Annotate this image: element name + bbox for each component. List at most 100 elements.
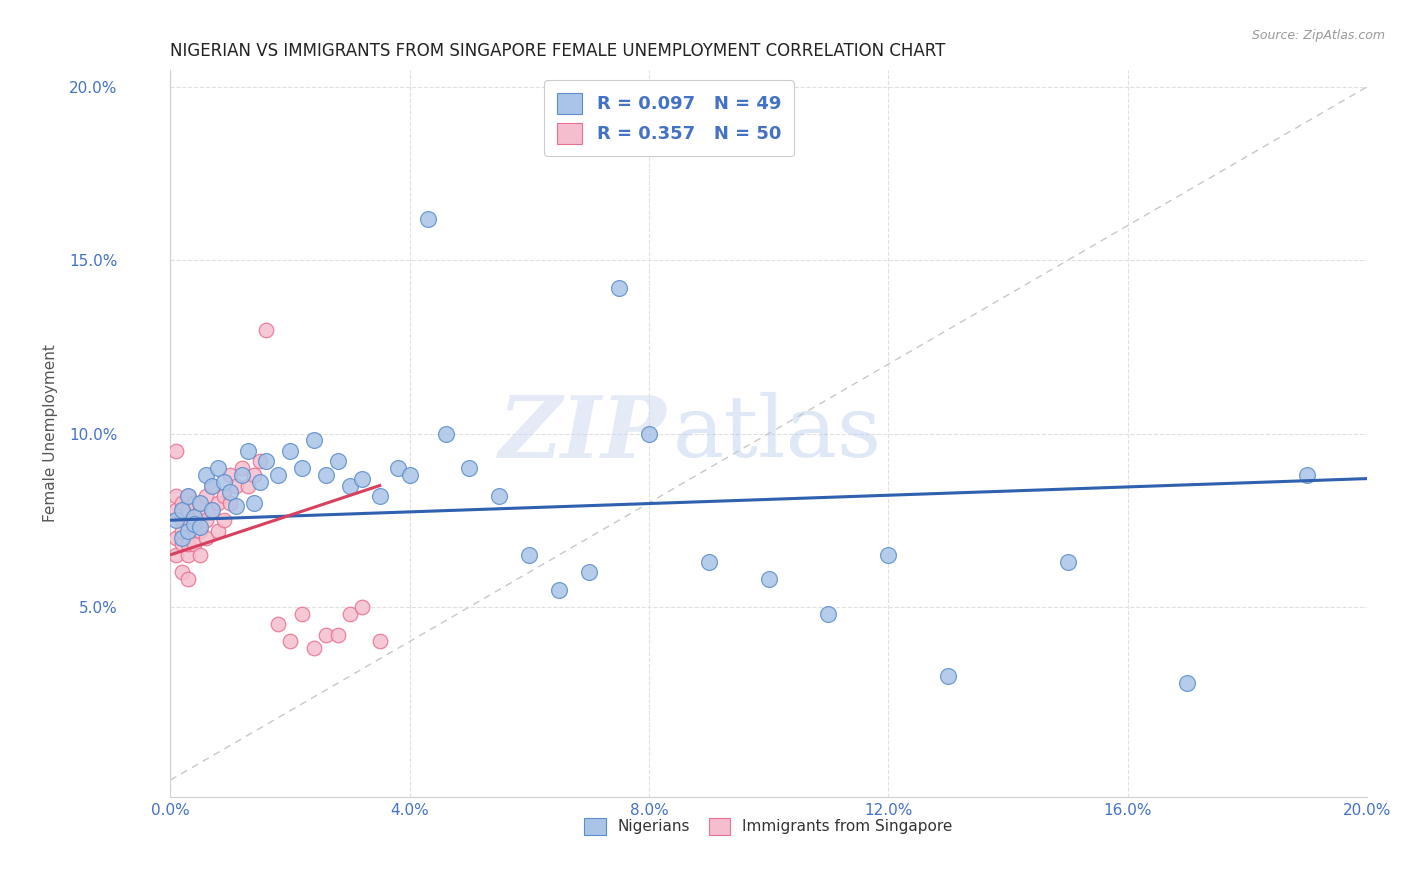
Point bbox=[177, 537, 200, 551]
Point bbox=[195, 513, 218, 527]
Point bbox=[207, 461, 229, 475]
Point bbox=[387, 461, 409, 475]
Point bbox=[350, 472, 373, 486]
Point bbox=[1296, 468, 1319, 483]
Point bbox=[638, 426, 661, 441]
Point bbox=[817, 607, 839, 621]
Point bbox=[165, 531, 187, 545]
Legend: Nigerians, Immigrants from Singapore: Nigerians, Immigrants from Singapore bbox=[575, 808, 962, 845]
Text: Source: ZipAtlas.com: Source: ZipAtlas.com bbox=[1251, 29, 1385, 42]
Point bbox=[548, 582, 571, 597]
Text: NIGERIAN VS IMMIGRANTS FROM SINGAPORE FEMALE UNEMPLOYMENT CORRELATION CHART: NIGERIAN VS IMMIGRANTS FROM SINGAPORE FE… bbox=[170, 42, 946, 60]
Point bbox=[315, 627, 337, 641]
Point bbox=[183, 496, 205, 510]
Point bbox=[225, 478, 247, 492]
Point bbox=[302, 641, 325, 656]
Point bbox=[207, 524, 229, 538]
Point bbox=[177, 489, 200, 503]
Point bbox=[254, 322, 277, 336]
Point bbox=[278, 634, 301, 648]
Point bbox=[177, 572, 200, 586]
Y-axis label: Female Unemployment: Female Unemployment bbox=[44, 344, 58, 523]
Point bbox=[212, 489, 235, 503]
Point bbox=[188, 496, 211, 510]
Point bbox=[368, 634, 391, 648]
Point bbox=[302, 434, 325, 448]
Point bbox=[315, 468, 337, 483]
Point bbox=[172, 565, 194, 579]
Point bbox=[254, 454, 277, 468]
Point bbox=[188, 548, 211, 562]
Point bbox=[188, 496, 211, 510]
Point bbox=[201, 478, 224, 492]
Point bbox=[877, 548, 900, 562]
Point bbox=[758, 572, 780, 586]
Point bbox=[607, 281, 630, 295]
Point bbox=[183, 537, 205, 551]
Point bbox=[458, 461, 481, 475]
Point bbox=[291, 461, 314, 475]
Point bbox=[212, 475, 235, 489]
Point bbox=[339, 478, 361, 492]
Point bbox=[236, 443, 259, 458]
Point bbox=[172, 503, 194, 517]
Point bbox=[172, 531, 194, 545]
Point bbox=[231, 461, 253, 475]
Point bbox=[177, 524, 200, 538]
Point bbox=[165, 489, 187, 503]
Point bbox=[243, 468, 266, 483]
Point bbox=[350, 599, 373, 614]
Point bbox=[183, 516, 205, 531]
Point bbox=[165, 548, 187, 562]
Point bbox=[177, 489, 200, 503]
Point bbox=[165, 513, 187, 527]
Point bbox=[165, 503, 187, 517]
Point bbox=[183, 524, 205, 538]
Point bbox=[219, 485, 242, 500]
Point bbox=[212, 513, 235, 527]
Point bbox=[225, 500, 247, 514]
Point bbox=[249, 475, 271, 489]
Point bbox=[183, 509, 205, 524]
Point bbox=[172, 496, 194, 510]
Point bbox=[177, 548, 200, 562]
Point bbox=[278, 443, 301, 458]
Point bbox=[1175, 676, 1198, 690]
Text: atlas: atlas bbox=[673, 392, 882, 475]
Point bbox=[172, 524, 194, 538]
Point bbox=[416, 211, 439, 226]
Point bbox=[231, 468, 253, 483]
Point bbox=[188, 524, 211, 538]
Point bbox=[488, 489, 510, 503]
Point bbox=[172, 537, 194, 551]
Point bbox=[326, 627, 349, 641]
Point bbox=[697, 555, 720, 569]
Point bbox=[207, 496, 229, 510]
Point bbox=[267, 617, 290, 632]
Point bbox=[201, 503, 224, 517]
Point bbox=[236, 478, 259, 492]
Point bbox=[188, 520, 211, 534]
Point bbox=[195, 468, 218, 483]
Point bbox=[165, 443, 187, 458]
Point bbox=[291, 607, 314, 621]
Point bbox=[578, 565, 600, 579]
Point bbox=[195, 531, 218, 545]
Point bbox=[201, 503, 224, 517]
Point bbox=[183, 513, 205, 527]
Point bbox=[339, 607, 361, 621]
Point bbox=[1056, 555, 1078, 569]
Point bbox=[195, 489, 218, 503]
Point bbox=[368, 489, 391, 503]
Point bbox=[177, 524, 200, 538]
Point bbox=[243, 496, 266, 510]
Point bbox=[219, 468, 242, 483]
Point bbox=[172, 513, 194, 527]
Point bbox=[936, 669, 959, 683]
Point bbox=[219, 496, 242, 510]
Point bbox=[249, 454, 271, 468]
Point bbox=[434, 426, 457, 441]
Point bbox=[398, 468, 420, 483]
Point bbox=[267, 468, 290, 483]
Point bbox=[201, 478, 224, 492]
